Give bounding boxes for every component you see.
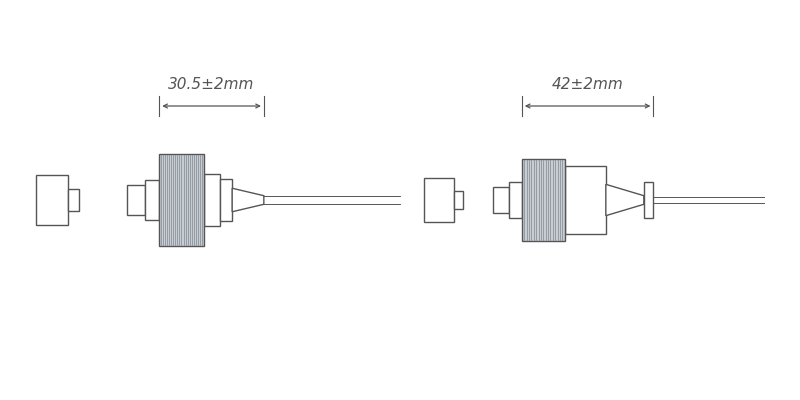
Bar — [522, 159, 565, 241]
Bar — [219, 180, 232, 220]
Bar — [494, 187, 510, 213]
Bar — [565, 166, 606, 234]
Bar — [127, 185, 145, 215]
Bar — [36, 174, 67, 226]
Bar — [159, 154, 204, 246]
Bar — [510, 182, 522, 218]
Bar — [67, 189, 78, 211]
Bar — [454, 190, 463, 209]
Bar — [145, 180, 159, 220]
Text: 30.5±2mm: 30.5±2mm — [168, 77, 254, 92]
Bar — [644, 182, 654, 218]
Polygon shape — [606, 184, 644, 216]
Text: 42±2mm: 42±2mm — [552, 77, 623, 92]
Bar — [204, 174, 219, 226]
Polygon shape — [232, 188, 264, 212]
Bar — [424, 178, 454, 222]
